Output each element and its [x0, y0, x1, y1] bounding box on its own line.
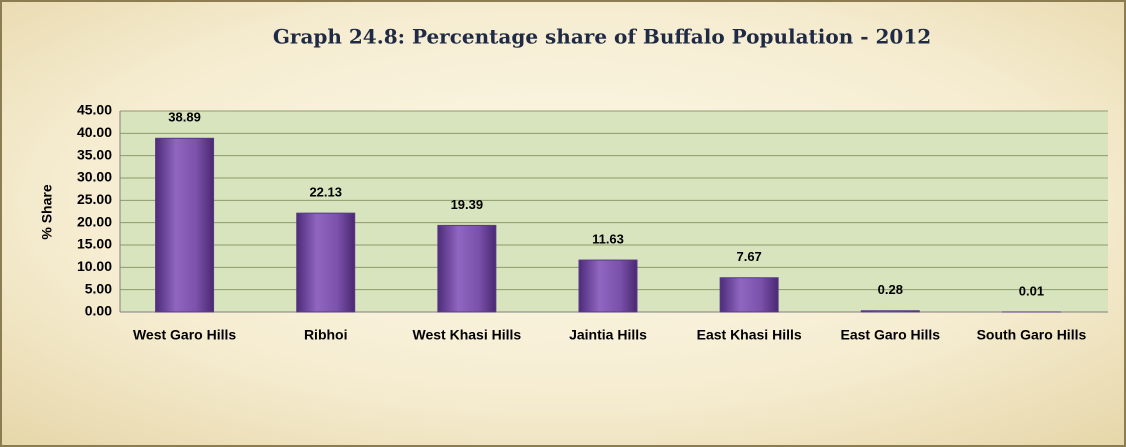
y-tick-label: 20.00 — [77, 213, 112, 229]
x-tick-label: South Garo Hills — [977, 327, 1087, 343]
data-label: 22.13 — [309, 185, 342, 200]
data-label: 7.67 — [736, 249, 761, 264]
bar — [155, 137, 215, 313]
bar — [578, 259, 638, 313]
y-tick-label: 10.00 — [77, 258, 112, 274]
bar — [296, 212, 356, 313]
data-label: 38.89 — [168, 110, 201, 125]
data-label: 19.39 — [451, 197, 484, 212]
x-tick-label: West Khasi Hills — [413, 327, 522, 343]
x-tick-label: Jaintia Hills — [569, 327, 647, 343]
x-tick-label: East Khasi Hills — [697, 327, 802, 343]
x-tick-label: Ribhoi — [304, 327, 348, 343]
data-label: 0.01 — [1019, 283, 1044, 298]
y-tick-label: 40.00 — [77, 124, 112, 140]
y-axis-label: % Share — [39, 184, 55, 239]
y-tick-label: 0.00 — [85, 303, 112, 319]
y-tick-label: 25.00 — [77, 191, 112, 207]
x-tick-label: West Garo Hills — [133, 327, 236, 343]
data-label: 11.63 — [592, 231, 624, 246]
bar — [719, 277, 779, 313]
y-tick-label: 35.00 — [77, 146, 112, 162]
bar — [437, 224, 497, 313]
data-label: 0.28 — [878, 282, 903, 297]
y-tick-label: 45.00 — [77, 102, 112, 118]
bar — [860, 310, 920, 313]
y-tick-label: 15.00 — [77, 236, 112, 252]
x-tick-label: East Garo Hills — [840, 327, 940, 343]
chart-title: Graph 24.8: Percentage share of Buffalo … — [273, 25, 931, 49]
y-tick-label: 5.00 — [85, 280, 112, 296]
y-tick-label: 30.00 — [77, 169, 112, 185]
